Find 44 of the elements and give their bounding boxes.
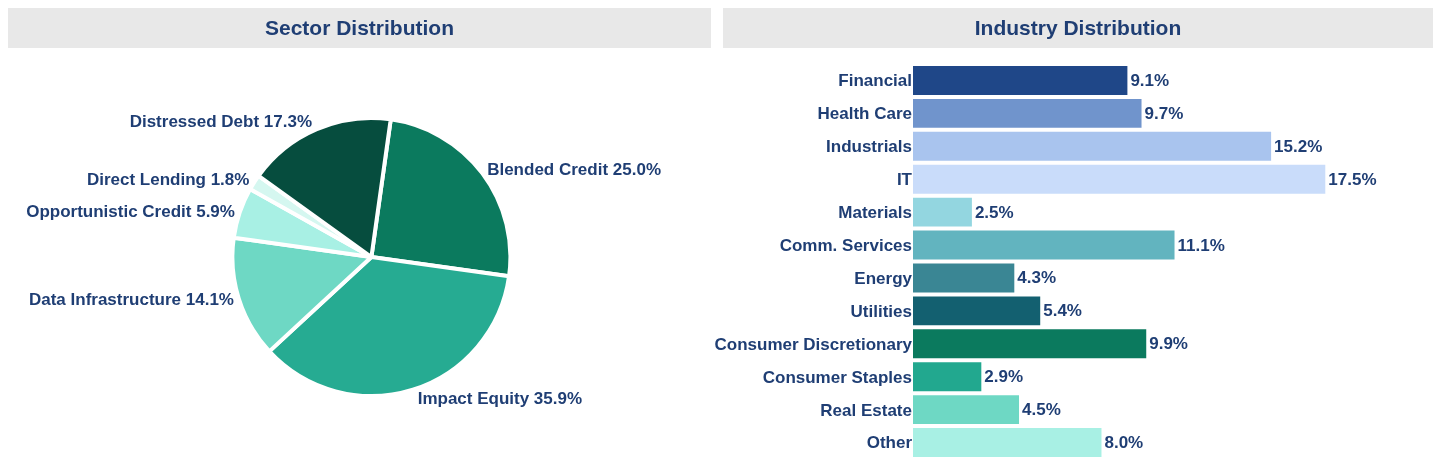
- bar: [913, 131, 1272, 161]
- bar: [913, 296, 1041, 326]
- y-tick-label: Consumer Discretionary: [714, 334, 913, 354]
- data-label: 4.5%: [1022, 400, 1061, 420]
- slice-label: Data Infrastructure 14.1%: [28, 289, 234, 309]
- y-tick-label: Materials: [838, 203, 912, 223]
- bar: [913, 98, 1142, 128]
- data-label: 9.9%: [1149, 334, 1188, 354]
- data-label: 2.9%: [984, 367, 1024, 387]
- slice-label: Opportunistic Credit 5.9%: [26, 202, 235, 222]
- bar: [913, 65, 1128, 95]
- bar: [913, 395, 1020, 425]
- bar: [913, 329, 1147, 359]
- bar: [913, 362, 982, 392]
- data-label: 9.1%: [1130, 70, 1170, 90]
- y-tick-label: Other: [866, 433, 913, 453]
- bar: [913, 164, 1326, 194]
- y-tick-label: Financial: [838, 71, 912, 91]
- data-label: 5.4%: [1043, 301, 1082, 321]
- data-label: 9.7%: [1144, 103, 1184, 123]
- y-tick-label: Health Care: [817, 104, 912, 124]
- chart-title: Sector Distribution: [8, 8, 711, 48]
- data-label: 4.3%: [1017, 268, 1057, 288]
- data-label: 11.1%: [1177, 235, 1225, 255]
- data-label: 2.5%: [974, 202, 1014, 222]
- slice-label: Impact Equity 35.9%: [417, 388, 583, 408]
- slice-label: Blended Credit 25.0%: [487, 160, 661, 180]
- y-tick-label: Comm. Services: [779, 235, 912, 255]
- bar: [913, 230, 1175, 260]
- y-tick-label: Real Estate: [820, 400, 912, 420]
- y-tick-label: IT: [896, 170, 913, 190]
- y-tick-label: Industrials: [826, 137, 912, 157]
- y-tick-label: Consumer Staples: [762, 367, 912, 387]
- y-tick-label: Energy: [854, 268, 913, 288]
- bar: [913, 428, 1102, 458]
- slice-label: Distressed Debt 17.3%: [129, 111, 313, 131]
- y-tick-label: Utilities: [850, 301, 912, 321]
- slice-label: Direct Lending 1.8%: [86, 170, 250, 190]
- data-label: 15.2%: [1274, 136, 1323, 156]
- data-label: 17.5%: [1328, 169, 1377, 189]
- bar: [913, 263, 1015, 293]
- bar: [913, 197, 972, 227]
- chart-title: Industry Distribution: [723, 8, 1433, 48]
- data-label: 8.0%: [1104, 433, 1144, 453]
